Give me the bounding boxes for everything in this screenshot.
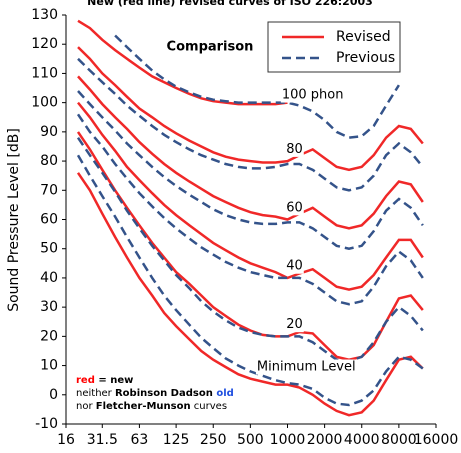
note: nor Fletcher-Munson curves: [76, 401, 227, 412]
curve: [77, 75, 424, 230]
y-tick-label: 130: [31, 7, 58, 23]
note-text: Robinson Dadson: [115, 388, 213, 399]
y-tick-label: 80: [40, 153, 58, 169]
curve: [76, 131, 424, 361]
x-tick-label: 250: [200, 432, 227, 448]
legend-box: [267, 21, 401, 73]
note-text: nor: [76, 401, 96, 412]
note-text: red: [76, 375, 95, 386]
curve-label: 80: [286, 142, 303, 157]
x-tick-label: 1000: [270, 432, 306, 448]
y-tick-label: 90: [40, 124, 58, 140]
y-tick-label: 0: [49, 387, 58, 403]
curve: [114, 34, 400, 139]
curve-label: 60: [286, 200, 303, 215]
y-tick-label: 110: [31, 65, 58, 81]
y-tick-label: 10: [40, 358, 58, 374]
y-tick-label: 60: [40, 212, 58, 228]
curve: [77, 46, 424, 172]
legend-label: Revised: [336, 29, 391, 45]
x-tick-label: 16: [57, 432, 75, 448]
curve: [77, 19, 288, 106]
chart-title: New (red line) revised curves of ISO 226…: [87, 0, 373, 8]
x-tick-label: 125: [163, 432, 190, 448]
note-text: neither: [76, 388, 115, 399]
y-axis-label: Sound Pressure Level [dB]: [6, 128, 22, 312]
y-tick-label: 70: [40, 182, 58, 198]
x-tick-label: 63: [130, 432, 148, 448]
annotation-bg: [255, 359, 357, 375]
curve-label: 20: [286, 317, 303, 332]
y-tick-label: 100: [31, 95, 58, 111]
note-text: Fletcher-Munson: [96, 401, 191, 412]
x-tick-label: 2000: [307, 432, 343, 448]
note-text: curves: [191, 401, 227, 412]
legend-label: Previous: [336, 50, 395, 66]
curve: [76, 172, 424, 417]
curve: [76, 113, 424, 306]
y-tick-label: 50: [40, 241, 58, 257]
annotation-bg: [285, 200, 304, 216]
x-tick-label: 16000: [414, 432, 459, 448]
y-tick-label: -10: [35, 416, 58, 432]
x-tick-label: 31.5: [87, 432, 118, 448]
curve-label: Minimum Level: [257, 360, 356, 375]
annotation-bg: [285, 141, 304, 157]
curve: [77, 101, 424, 291]
note-text: = new: [95, 375, 133, 386]
annotation-bg: [285, 317, 304, 333]
note: neither Robinson Dadson old: [76, 388, 234, 399]
y-tick-label: 20: [40, 328, 58, 344]
annotation-bg: [280, 87, 345, 103]
chart-subtitle: Comparison: [167, 40, 254, 55]
annotation-bg: [285, 258, 304, 274]
curve-label: 100 phon: [282, 88, 344, 103]
x-tick-label: 8000: [381, 432, 417, 448]
note: red = new: [76, 375, 133, 386]
curve: [76, 136, 424, 363]
curve: [76, 154, 424, 407]
y-tick-label: 40: [40, 270, 58, 286]
curve-label: 40: [286, 259, 303, 274]
x-tick-label: 4000: [344, 432, 380, 448]
curve: [77, 57, 424, 192]
y-tick-label: 30: [40, 299, 58, 315]
note-text: old: [213, 388, 234, 399]
x-tick-label: 500: [237, 432, 264, 448]
y-tick-label: 120: [31, 36, 58, 52]
